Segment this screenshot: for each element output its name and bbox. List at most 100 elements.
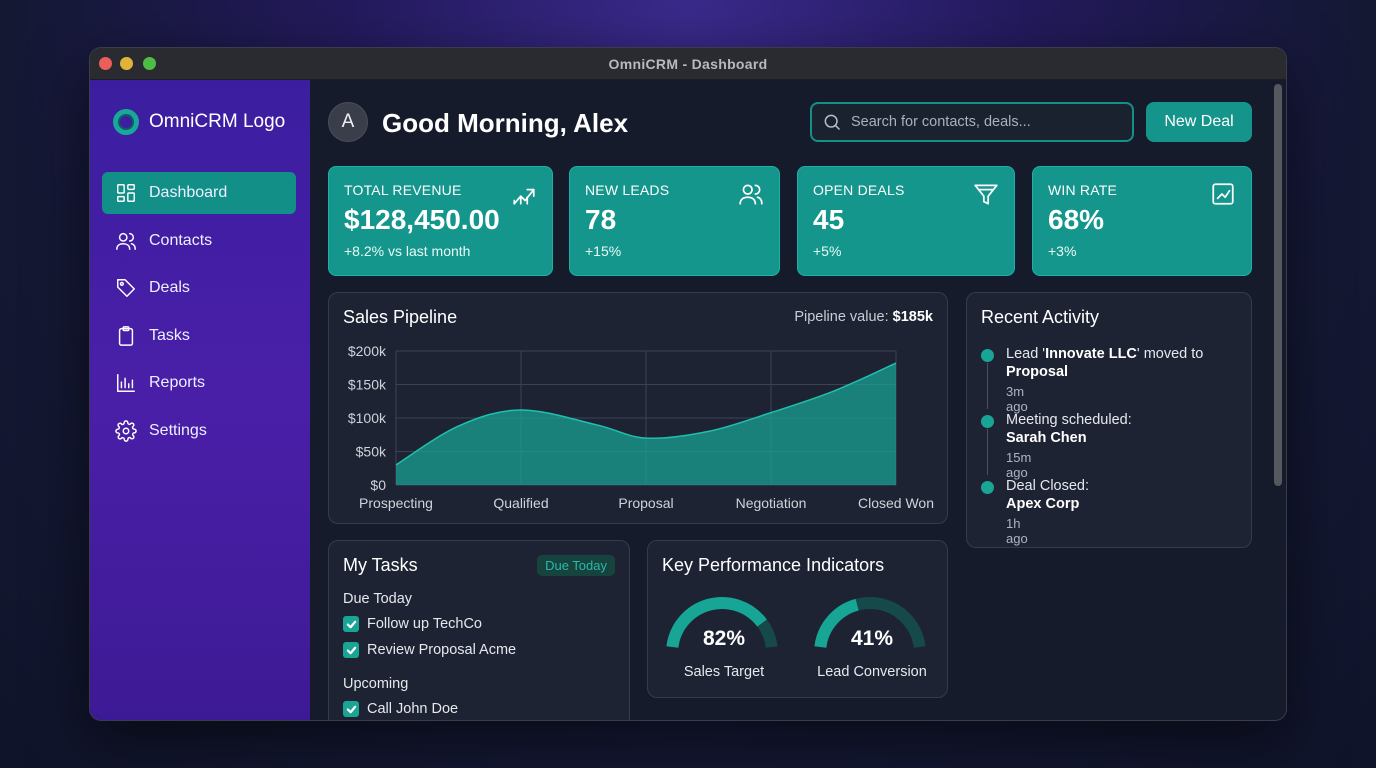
gauge-arc [666, 597, 778, 648]
window-title: OmniCRM - Dashboard [608, 56, 768, 72]
sidebar-item-label: Settings [149, 421, 207, 439]
activity-text-bold: Proposal [1006, 364, 1069, 380]
gear-icon [115, 419, 137, 442]
activity-dot-icon [981, 415, 994, 428]
app-window: OmniCRM - Dashboard OmniCRM Logo Dashboa… [89, 47, 1287, 721]
sidebar-item-reports[interactable]: Reports [102, 362, 296, 404]
scrollbar[interactable] [1274, 84, 1282, 486]
sidebar-item-settings[interactable]: Settings [102, 410, 296, 452]
activity-text-bold: Innovate LLC [1045, 346, 1137, 362]
page-title: Good Morning, Alex [382, 108, 629, 138]
task-checkbox[interactable] [343, 642, 359, 658]
sidebar-item-contacts[interactable]: Contacts [102, 220, 296, 262]
sidebar-item-label: Reports [149, 374, 206, 391]
gauge-value: 41% [850, 627, 894, 650]
close-window-button[interactable] [99, 57, 112, 70]
kpi-delta: +5% [813, 243, 842, 259]
new-deal-button[interactable]: New Deal [1146, 102, 1252, 142]
pipeline-line [395, 362, 897, 466]
sidebar-item-tasks[interactable]: Tasks [102, 315, 296, 357]
activity-time: 15m ago [1006, 450, 1032, 480]
kpi-card-open-deals[interactable]: OPEN DEALS 45 +5% [797, 166, 1015, 276]
search-icon [824, 114, 841, 131]
pipeline-area [396, 363, 896, 485]
dashboard-icon [117, 184, 135, 202]
checkmark-icon [346, 705, 356, 713]
checkmark-icon [346, 620, 356, 628]
sidebar-item-dashboard[interactable]: Dashboard [102, 172, 296, 214]
activity-dot-icon [981, 481, 994, 494]
panel-title: Key Performance Indicators [662, 555, 885, 575]
gauge-fill [814, 598, 859, 648]
bar-chart-icon [117, 374, 135, 392]
task-checkbox[interactable] [343, 701, 359, 717]
gauge-value: 82% [702, 627, 746, 650]
sidebar-item-label: Dashboard [149, 184, 228, 201]
panel-title: My Tasks [343, 555, 418, 575]
task-section-label: Upcoming [343, 676, 409, 692]
task-item[interactable]: Follow up TechCo [343, 616, 482, 632]
search-input[interactable] [851, 114, 1121, 130]
pipeline-chart: $0 $50k $100k $150k $200k Prospecting Qualifie… [348, 343, 934, 511]
pipeline-value-label: Pipeline value: [794, 309, 889, 325]
y-tick-label: $50k [356, 444, 387, 460]
search-box[interactable] [810, 102, 1134, 142]
kpi-value: $128,450.00 [344, 204, 500, 235]
activity-text: Lead 'Innovate LLC' moved to Proposal [1006, 345, 1216, 381]
kpi-card-total-revenue[interactable]: TOTAL REVENUE $128,450.00 +8.2% vs last … [328, 166, 553, 276]
y-tick-label: $200k [348, 343, 387, 359]
logo[interactable]: OmniCRM Logo [113, 109, 285, 135]
gauge-label: Lead Conversion [817, 664, 927, 680]
gauge-sales-target: 82% Sales Target [664, 593, 784, 693]
x-tick-label: Prospecting [359, 495, 433, 511]
avatar[interactable]: A [328, 102, 368, 142]
kpi-label: NEW LEADS [585, 182, 670, 198]
kpi-card-win-rate[interactable]: WIN RATE 68% +3% [1032, 166, 1252, 276]
sidebar-item-label: Tasks [149, 326, 190, 344]
panel-title: Recent Activity [981, 307, 1100, 327]
x-tick-label: Negotiation [736, 495, 807, 511]
users-icon [116, 232, 136, 250]
task-item[interactable]: Call John Doe [343, 701, 458, 717]
activity-text-bold: Apex Corp [1006, 496, 1080, 512]
task-label: Follow up TechCo [367, 616, 482, 632]
y-tick-label: $0 [370, 477, 386, 493]
my-tasks-panel: My Tasks Due Today Due Today Follow up T… [328, 540, 630, 720]
activity-text: Deal Closed: Apex Corp [1006, 477, 1216, 513]
sidebar-item-label: Contacts [149, 231, 213, 249]
sidebar-item-deals[interactable]: Deals [102, 267, 296, 309]
task-item[interactable]: Review Proposal Acme [343, 642, 516, 658]
activity-connector [987, 363, 988, 409]
users-icon [739, 184, 763, 205]
pipeline-value: Pipeline value: $185k [794, 309, 933, 325]
task-checkbox[interactable] [343, 616, 359, 632]
x-tick-label: Closed Won [858, 495, 934, 511]
x-tick-label: Proposal [618, 495, 673, 511]
kpi-card-new-leads[interactable]: NEW LEADS 78 +15% [569, 166, 780, 276]
logo-ring-icon [113, 109, 139, 135]
y-tick-label: $100k [348, 410, 387, 426]
task-label: Review Proposal Acme [367, 642, 517, 658]
kpi-delta: +15% [585, 243, 622, 259]
task-section-label: Due Today [343, 591, 413, 607]
minimize-window-button[interactable] [120, 57, 133, 70]
y-tick-label: $150k [348, 377, 387, 393]
kpi-value: 45 [813, 204, 845, 235]
kpi-delta: +8.2% vs last month [344, 243, 471, 259]
kpi-label: TOTAL REVENUE [344, 182, 462, 198]
checkmark-icon [346, 646, 356, 654]
title-bar: OmniCRM - Dashboard [90, 48, 1286, 80]
kpi-panel: Key Performance Indicators 82% Sales Tar… [647, 540, 948, 698]
sidebar: OmniCRM Logo Dashboard Contacts Deals Ta… [90, 80, 310, 720]
maximize-window-button[interactable] [143, 57, 156, 70]
pipeline-value-amount: $185k [892, 309, 933, 325]
activity-dot-icon [981, 349, 994, 362]
main-content: A Good Morning, Alex New Deal TOTAL REVE… [310, 80, 1286, 720]
activity-text-part: Lead ' [1006, 346, 1046, 362]
clipboard-icon [118, 325, 134, 346]
activity-time: 3m ago [1006, 384, 1028, 414]
activity-text-part: ' moved to [1136, 346, 1204, 362]
kpi-delta: +3% [1048, 243, 1077, 259]
kpi-value: 78 [585, 204, 617, 235]
sales-pipeline-panel: Sales Pipeline Pipeline value: $185k $0 $… [328, 292, 948, 524]
